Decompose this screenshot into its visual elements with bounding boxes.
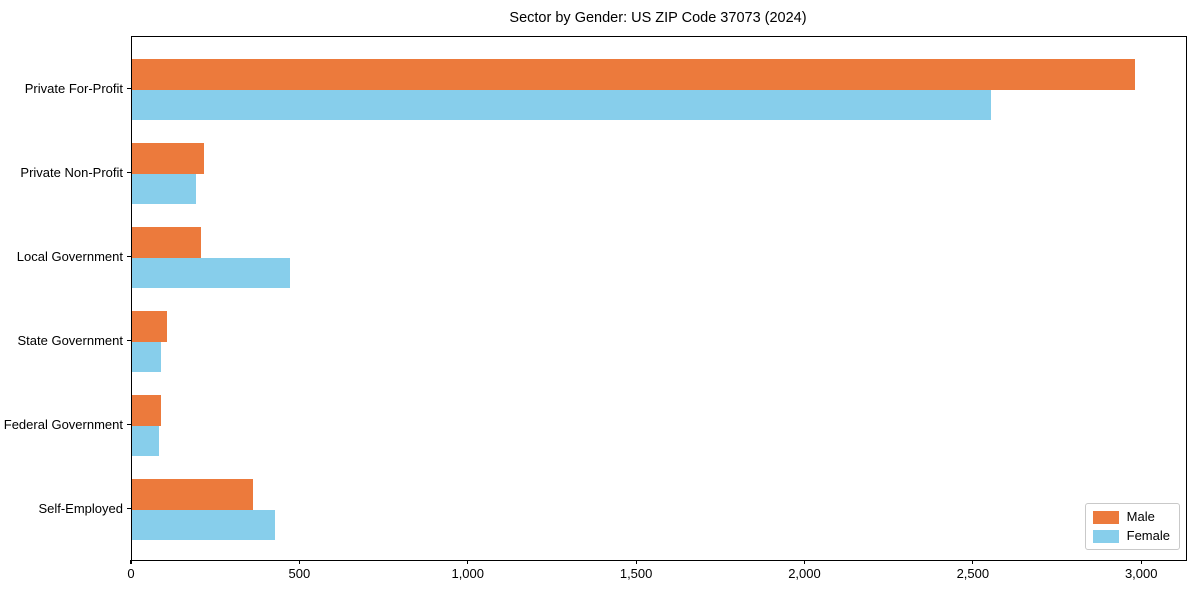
x-tick-label: 1,500 <box>619 566 653 581</box>
legend-item-female: Female <box>1092 528 1170 543</box>
bar-male-2 <box>132 227 202 258</box>
bar-male-1 <box>132 143 205 174</box>
y-tick-label: State Government <box>17 333 124 348</box>
x-tick-label: 2,500 <box>956 566 990 581</box>
bar-female-2 <box>132 257 291 288</box>
bar-female-1 <box>132 173 196 204</box>
legend: Male Female <box>1084 503 1180 550</box>
x-tick-label: 2,000 <box>788 566 821 581</box>
bar-female-0 <box>132 89 991 120</box>
bar-male-3 <box>132 311 168 342</box>
x-tick-label: 0 <box>127 566 135 581</box>
y-tick-mark <box>127 255 131 258</box>
y-tick-mark <box>127 423 131 426</box>
y-tick-mark <box>127 87 131 90</box>
male-color-swatch <box>1092 510 1119 524</box>
x-tick-mark <box>1140 560 1142 564</box>
chart-title: Sector by Gender: US ZIP Code 37073 (202… <box>509 10 807 26</box>
x-tick-mark <box>635 560 637 564</box>
bar-male-4 <box>132 395 161 426</box>
x-tick-label: 3,000 <box>1124 566 1158 581</box>
female-color-swatch <box>1092 529 1119 543</box>
bar-female-4 <box>132 425 159 456</box>
x-tick-mark <box>298 560 300 564</box>
plot-area <box>131 36 1187 561</box>
legend-label: Female <box>1126 528 1170 543</box>
y-tick-mark <box>127 171 131 174</box>
y-tick-label: Private For-Profit <box>24 81 123 96</box>
x-tick-mark <box>130 560 132 564</box>
y-tick-label: Self-Employed <box>38 501 123 516</box>
bar-female-3 <box>132 341 161 372</box>
y-tick-mark <box>127 339 131 342</box>
y-tick-label: Private Non-Profit <box>20 165 123 180</box>
bar-male-0 <box>132 59 1136 90</box>
x-tick-mark <box>467 560 469 564</box>
bar-female-5 <box>132 509 276 540</box>
legend-item-male: Male <box>1092 509 1170 524</box>
y-tick-label: Local Government <box>16 249 123 264</box>
y-tick-label: Federal Government <box>3 417 123 432</box>
legend-label: Male <box>1126 509 1155 524</box>
x-tick-mark <box>803 560 806 564</box>
x-tick-mark <box>972 560 974 564</box>
x-tick-label: 1,000 <box>451 566 485 581</box>
bar-male-5 <box>132 479 254 510</box>
x-tick-label: 500 <box>288 566 311 581</box>
y-tick-mark <box>127 507 131 510</box>
